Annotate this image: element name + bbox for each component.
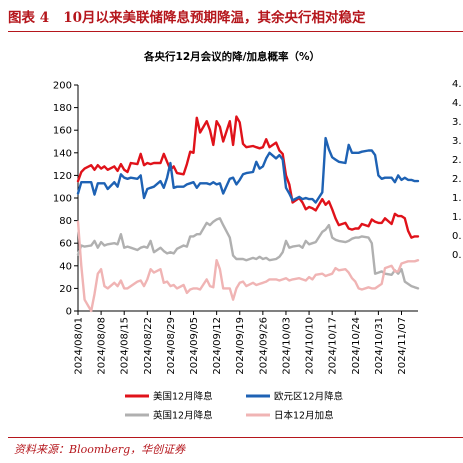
x-tick-label: 2024/08/08 — [97, 317, 108, 375]
series-line — [76, 136, 420, 204]
y-tick-label: 80 — [59, 216, 72, 227]
x-tick-label: 2024/11/07 — [397, 317, 408, 375]
x-tick-label: 2024/09/12 — [212, 317, 223, 375]
y-tick-label: 60 — [59, 239, 72, 250]
y-axis: 0 20 40 60 80 100 120 140 160 180 200 — [53, 81, 79, 318]
right-tick-label: 2. — [452, 155, 462, 166]
right-axis: 4. 4. 3. 3. 2. 2. 1. 1. 0. 0. — [452, 79, 462, 261]
right-tick-label: 4. — [452, 98, 462, 109]
legend-label: 欧元区12月降息 — [274, 391, 343, 403]
y-tick-label: 40 — [59, 261, 72, 272]
figure-header: 图表 4 10月以来美联储降息预期降温，其余央行相对稳定 — [0, 0, 463, 33]
y-tick-label: 180 — [53, 103, 72, 114]
x-tick-label: 2024/10/03 — [281, 317, 292, 375]
right-tick-label: 3. — [452, 136, 462, 147]
series-line — [76, 217, 420, 290]
right-tick-label: 0. — [452, 250, 462, 261]
legend-label: 英国12月降息 — [153, 410, 213, 422]
legend-item: 日本12月加息 — [246, 410, 334, 422]
x-tick-label: 2024/10/31 — [374, 317, 385, 375]
legend-label: 美国12月降息 — [153, 391, 213, 403]
x-tick-label: 2024/08/29 — [166, 317, 177, 375]
chart-title: 各央行12月会议的降/加息概率（%） — [143, 50, 320, 63]
x-tick-label: 2024/08/15 — [120, 317, 131, 375]
legend-item: 英国12月降息 — [125, 410, 213, 422]
y-tick-label: 140 — [53, 148, 72, 159]
right-tick-label: 1. — [452, 212, 462, 223]
header-rule — [8, 31, 463, 32]
x-tick-label: 2024/08/22 — [143, 317, 154, 375]
right-tick-label: 2. — [452, 174, 462, 185]
figure-caption: 10月以来美联储降息预期降温，其余央行相对稳定 — [63, 10, 366, 26]
right-tick-label: 0. — [452, 231, 462, 242]
x-tick-label: 2024/09/26 — [258, 317, 269, 375]
legend-label: 日本12月加息 — [274, 410, 334, 422]
series-layer — [76, 115, 420, 313]
y-tick-label: 200 — [53, 81, 72, 92]
x-tick-label: 2024/10/24 — [351, 317, 362, 375]
chart: 各央行12月会议的降/加息概率（%） 0 20 40 60 80 100 120 140 160… — [53, 50, 462, 422]
x-tick-label: 2024/10/17 — [328, 317, 339, 375]
y-tick-label: 160 — [53, 126, 72, 137]
figure-number: 图表 4 — [8, 10, 50, 26]
y-tick-label: 0 — [66, 307, 72, 318]
right-tick-label: 1. — [452, 193, 462, 204]
legend-item: 美国12月降息 — [125, 391, 213, 403]
x-tick-label: 2024/10/10 — [305, 317, 316, 375]
series-line — [76, 115, 420, 239]
footer-rule — [8, 437, 463, 438]
y-tick-label: 120 — [53, 171, 72, 182]
source-note: 资料来源：Bloomberg，华创证券 — [14, 443, 186, 456]
right-tick-label: 4. — [452, 79, 462, 90]
x-tick-label: 2024/09/19 — [235, 317, 246, 375]
x-tick-label: 2024/09/05 — [189, 317, 200, 375]
series-line — [76, 220, 420, 313]
x-tick-label: 2024/08/01 — [74, 317, 85, 375]
legend-item: 欧元区12月降息 — [246, 391, 343, 403]
y-tick-label: 100 — [53, 194, 72, 205]
right-tick-label: 3. — [452, 117, 462, 128]
x-axis: 2024/08/01 2024/08/08 2024/08/15 2024/08/22… — [74, 310, 418, 375]
y-tick-label: 20 — [59, 284, 72, 295]
figure-title: 图表 4 10月以来美联储降息预期降温，其余央行相对稳定 — [8, 6, 366, 26]
